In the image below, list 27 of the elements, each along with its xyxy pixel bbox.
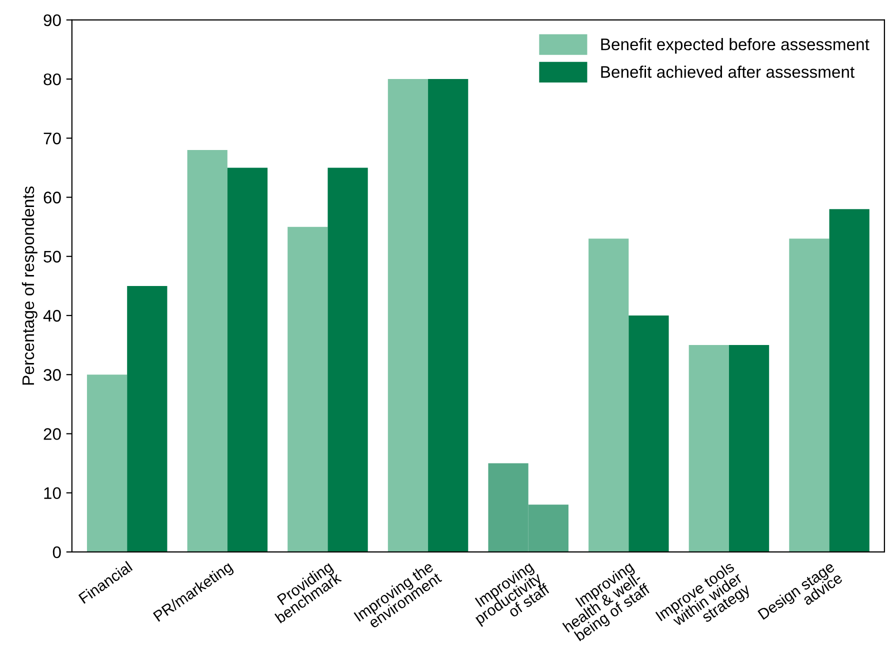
- bar: [187, 150, 228, 552]
- bar: [688, 345, 729, 552]
- bar: [789, 238, 830, 552]
- bar: [86, 374, 128, 552]
- y-tick-label: 40: [43, 310, 61, 322]
- y-tick-label: 90: [44, 14, 61, 26]
- bar: [127, 286, 168, 552]
- y-tick-label: 70: [44, 132, 61, 144]
- bar: [388, 79, 428, 552]
- bar: [728, 345, 770, 552]
- y-tick-label: 60: [44, 192, 61, 204]
- y-tick-label: 30: [44, 369, 61, 381]
- bar: [328, 168, 368, 552]
- y-tick-label: 50: [44, 250, 61, 263]
- legend-label: Benefit expected before assessment: [601, 38, 870, 54]
- bar: [628, 316, 669, 552]
- y-tick-label: 10: [44, 487, 61, 500]
- bar: [829, 209, 870, 552]
- legend-label: Benefit achieved after assessment: [601, 66, 855, 78]
- bar: [288, 226, 328, 552]
- bar: [588, 238, 629, 552]
- bar: [428, 79, 468, 552]
- y-axis-title: Percentage of respondents: [22, 186, 38, 385]
- bar: [227, 168, 268, 552]
- y-tick-label: 0: [52, 546, 61, 558]
- y-tick-label: 20: [44, 428, 61, 440]
- y-tick-label: 80: [44, 73, 61, 86]
